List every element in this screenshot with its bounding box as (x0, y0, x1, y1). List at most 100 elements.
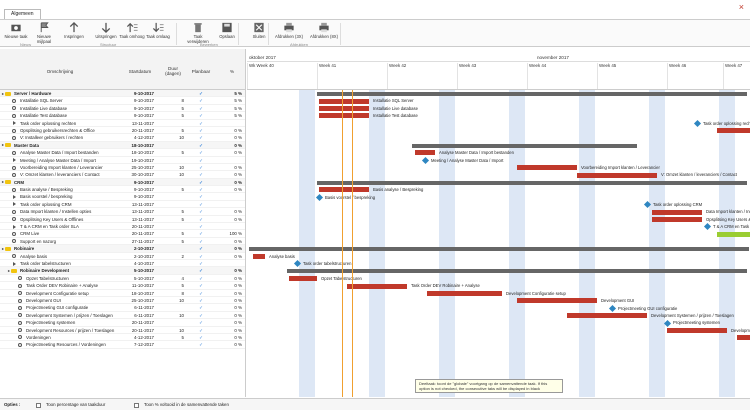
task-bar[interactable] (567, 313, 647, 319)
table-row[interactable]: Support en nazorg 27-11-2017 5 ✓ 0 % (0, 238, 245, 246)
table-row[interactable]: V: Omzet klanten / leveranciers / Contac… (0, 171, 245, 179)
plannable-check-icon[interactable]: ✓ (199, 91, 203, 96)
task-start-date[interactable]: 2-10-2017 (133, 246, 154, 252)
task-name[interactable]: Voorbereiding Import klanten / Leveranci… (20, 164, 103, 170)
task-start-date[interactable]: 9-10-2017 (133, 194, 154, 200)
task-start-date[interactable]: 20-11-2017 (131, 224, 154, 230)
task-duration[interactable]: 5 (181, 209, 184, 215)
task-percent[interactable]: 0 % (234, 305, 242, 311)
table-row[interactable]: Installatie Test database 9-10-2017 5 ✓ 5 % (0, 112, 245, 120)
plannable-check-icon[interactable]: ✓ (199, 238, 203, 244)
task-name[interactable]: Task order oplossing CRM (20, 201, 72, 207)
save-button[interactable]: Opslaan (213, 21, 241, 40)
collapse-icon[interactable]: ▸ (2, 245, 5, 251)
task-percent[interactable]: 0 % (234, 187, 242, 193)
table-row[interactable]: Analyse Master Data / Import bestanden 18… (0, 149, 245, 157)
task-name[interactable]: Meeting / Analyse Master Data / Import (20, 157, 96, 163)
header-description[interactable]: Omschrijving (46, 69, 74, 74)
task-start-date[interactable]: 9-10-2017 (133, 98, 154, 104)
task-bar[interactable] (667, 328, 727, 333)
plannable-check-icon[interactable]: ✓ (199, 320, 203, 326)
task-name[interactable]: Projectmeeting systemen (26, 320, 76, 326)
table-row[interactable]: Projectmeeting systemen 20-11-2017 ✓ 0 % (0, 319, 245, 327)
task-duration[interactable]: 8 (181, 98, 184, 104)
task-percent[interactable]: 0 % (234, 172, 242, 178)
plannable-check-icon[interactable]: ✓ (199, 135, 203, 141)
table-row[interactable]: Opsplitsing gebruikersrechten & Office 20… (0, 127, 245, 135)
task-duration[interactable]: 10 (179, 312, 184, 318)
task-name[interactable]: V: Installeer gebruikers / rechten (20, 135, 84, 141)
task-start-date[interactable]: 13-11-2017 (131, 216, 154, 222)
task-start-date[interactable]: 9-10-2017 (133, 105, 154, 111)
task-bar[interactable] (319, 98, 369, 104)
table-row[interactable]: Data Import klanten / Instellen opties 13… (0, 208, 245, 216)
plannable-check-icon[interactable]: ✓ (199, 120, 203, 126)
delete-button[interactable]: Taak verwijderen (184, 21, 212, 44)
task-percent[interactable]: 0 % (234, 275, 242, 281)
task-name[interactable]: CRM (14, 179, 24, 185)
task-name[interactable]: Task order tabelstructuren (20, 260, 71, 266)
plannable-check-icon[interactable]: ✓ (199, 105, 203, 111)
task-name[interactable]: CRM Live (20, 231, 40, 237)
table-row[interactable]: Vordeningen 4-12-2017 5 ✓ 0 % (0, 334, 245, 342)
task-name[interactable]: Vordeningen (26, 334, 51, 340)
task-percent[interactable]: 5 % (234, 91, 242, 96)
task-name[interactable]: Development Resources / prijzen / Toesla… (26, 327, 115, 333)
plannable-check-icon[interactable]: ✓ (199, 157, 203, 163)
table-row[interactable]: Task order oplossing CRM 13-11-2017 ✓ (0, 201, 245, 209)
table-row[interactable]: Basis analyse / Bespreking 9-10-2017 5 ✓ 0 % (0, 186, 245, 194)
table-row[interactable]: Development Configuratie setup 18-10-2017… (0, 290, 245, 297)
task-name[interactable]: Support en nazorg (20, 238, 57, 244)
task-start-date[interactable]: 30-10-2017 (131, 172, 154, 178)
ribbon-tab-general[interactable]: Algemeen (4, 9, 41, 19)
plannable-check-icon[interactable]: ✓ (199, 127, 203, 133)
plannable-check-icon[interactable]: ✓ (199, 113, 203, 119)
show-summary-pct-checkbox[interactable] (134, 403, 139, 408)
task-name[interactable]: Master Data (14, 142, 39, 148)
task-bar[interactable] (319, 113, 369, 119)
task-name[interactable]: Analyse basis (20, 253, 48, 259)
table-row[interactable]: Projectmeeting GUI configuratie 6-11-2017… (0, 304, 245, 312)
plannable-check-icon[interactable]: ✓ (199, 172, 203, 178)
task-bar[interactable] (253, 254, 265, 259)
task-name[interactable]: Robinaire Development (20, 268, 70, 274)
header-percent[interactable]: % (229, 69, 235, 74)
plannable-check-icon[interactable]: ✓ (199, 342, 203, 348)
task-start-date[interactable]: 18-10-2017 (131, 142, 154, 148)
task-duration[interactable]: 10 (179, 135, 184, 141)
task-bar[interactable] (347, 283, 407, 289)
task-bar[interactable] (319, 106, 369, 111)
task-start-date[interactable]: 27-11-2017 (131, 238, 154, 244)
outdent-button[interactable]: Uitspringen (92, 21, 120, 40)
task-start-date[interactable]: 7-12-2017 (133, 342, 154, 348)
task-bar[interactable] (737, 335, 750, 341)
table-row[interactable]: Installatie Live database 9-10-2017 5 ✓ 5 % (0, 105, 245, 113)
summary-bar[interactable] (317, 180, 747, 185)
milestone-marker[interactable] (608, 304, 617, 312)
table-row[interactable]: ▸ CRM 9-10-2017 ✓ 0 % (0, 178, 245, 187)
table-row[interactable]: Opzet Tabelstructuren 5-10-2017 4 ✓ 0 % (0, 275, 245, 283)
task-percent[interactable]: 0 % (234, 327, 242, 333)
summary-bar[interactable] (287, 269, 747, 274)
plannable-check-icon[interactable]: ✓ (199, 142, 203, 148)
task-percent[interactable]: 5 % (234, 105, 242, 111)
task-start-date[interactable]: 19-10-2017 (131, 157, 154, 163)
new-task-button[interactable]: Nieuwe taak (2, 21, 30, 40)
task-name[interactable]: Development Systemen / prijzen / Toeslag… (26, 312, 113, 318)
task-duration[interactable]: 5 (181, 127, 184, 133)
plannable-check-icon[interactable]: ✓ (199, 224, 203, 230)
table-row[interactable]: Development Resources / prijzen / Toesla… (0, 327, 245, 334)
table-row[interactable]: T & A CRM en Task order SLA 20-11-2017 ✓ (0, 223, 245, 231)
task-start-date[interactable]: 13-11-2017 (131, 209, 154, 215)
plannable-check-icon[interactable]: ✓ (199, 246, 203, 252)
plannable-check-icon[interactable]: ✓ (199, 253, 203, 259)
header-duration[interactable]: Duur (dagen) (165, 66, 181, 76)
task-name[interactable]: Installatie SQL Server (20, 98, 63, 104)
collapse-icon[interactable]: ▸ (2, 142, 5, 148)
milestone-marker[interactable] (693, 119, 702, 127)
plannable-check-icon[interactable]: ✓ (199, 275, 203, 281)
task-start-date[interactable]: 2-10-2017 (133, 253, 154, 259)
plannable-check-icon[interactable]: ✓ (199, 268, 203, 274)
milestone-marker[interactable] (663, 319, 672, 327)
task-duration[interactable]: 5 (181, 216, 184, 222)
